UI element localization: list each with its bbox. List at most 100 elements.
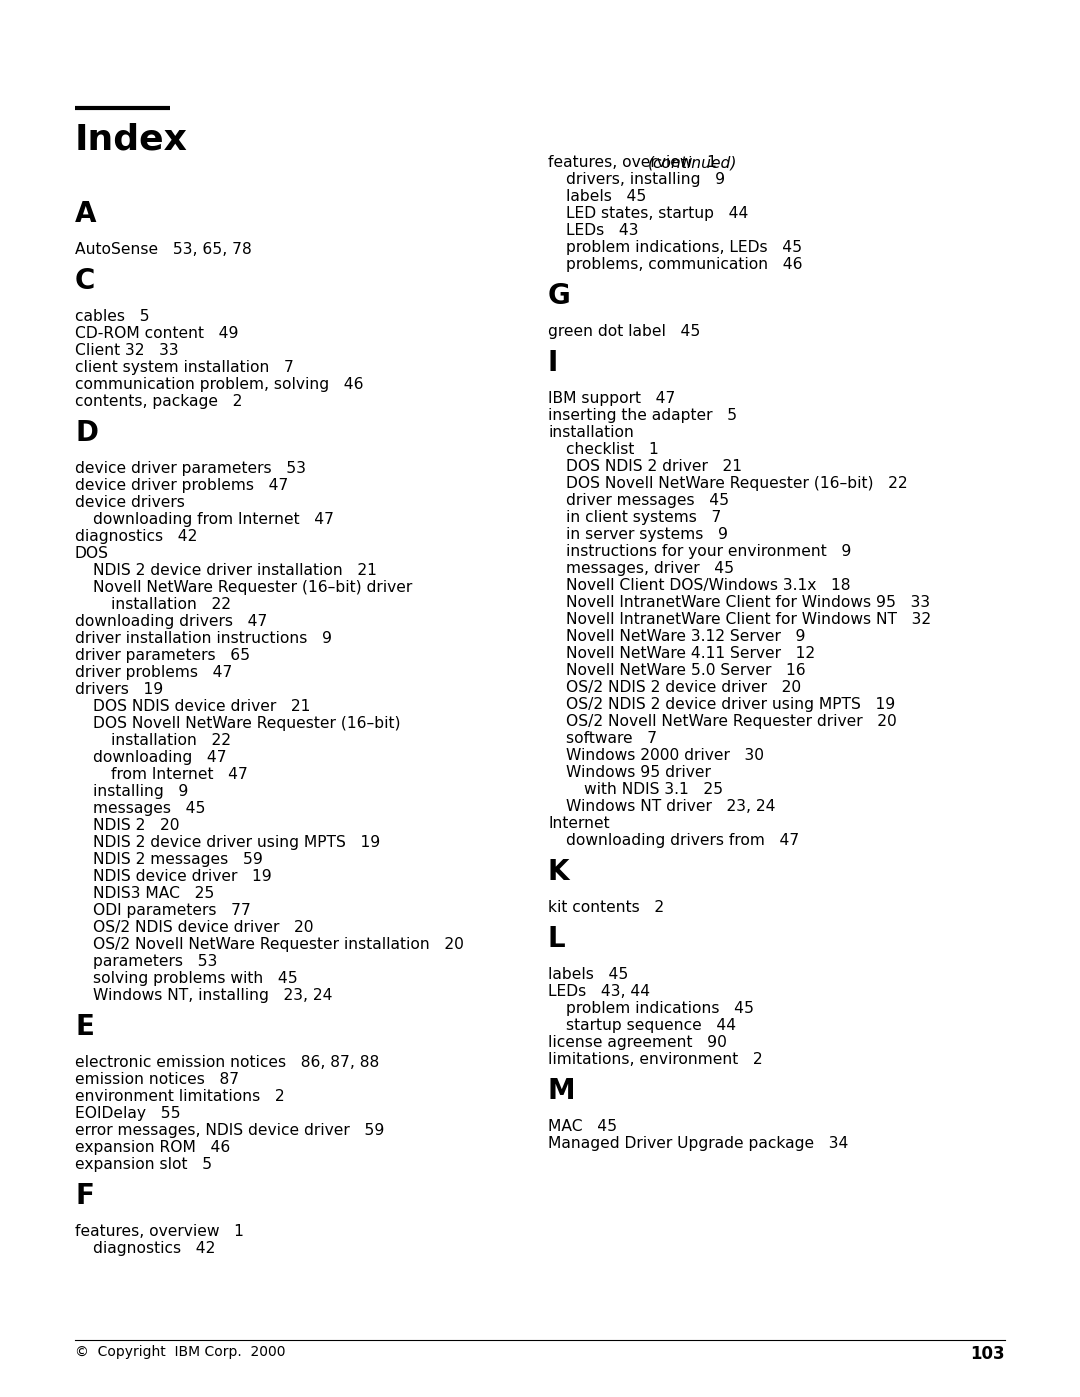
Text: NDIS device driver   19: NDIS device driver 19 <box>93 869 272 884</box>
Text: DOS: DOS <box>75 546 109 562</box>
Text: DOS Novell NetWare Requester (16–bit)   22: DOS Novell NetWare Requester (16–bit) 22 <box>566 476 907 490</box>
Text: 103: 103 <box>970 1345 1005 1363</box>
Text: limitations, environment   2: limitations, environment 2 <box>548 1052 762 1067</box>
Text: L: L <box>548 925 566 953</box>
Text: Novell Client DOS/Windows 3.1x   18: Novell Client DOS/Windows 3.1x 18 <box>566 578 851 592</box>
Text: diagnostics   42: diagnostics 42 <box>93 1241 215 1256</box>
Text: OS/2 NDIS 2 device driver   20: OS/2 NDIS 2 device driver 20 <box>566 680 801 694</box>
Text: EOIDelay   55: EOIDelay 55 <box>75 1106 180 1120</box>
Text: ODI parameters   77: ODI parameters 77 <box>93 902 251 918</box>
Text: NDIS3 MAC   25: NDIS3 MAC 25 <box>93 886 214 901</box>
Text: OS/2 Novell NetWare Requester driver   20: OS/2 Novell NetWare Requester driver 20 <box>566 714 896 729</box>
Text: driver problems   47: driver problems 47 <box>75 665 232 680</box>
Text: checklist   1: checklist 1 <box>566 441 659 457</box>
Text: in server systems   9: in server systems 9 <box>566 527 728 542</box>
Text: Client 32   33: Client 32 33 <box>75 344 178 358</box>
Text: diagnostics   42: diagnostics 42 <box>75 529 198 543</box>
Text: solving problems with   45: solving problems with 45 <box>93 971 298 986</box>
Text: DOS NDIS 2 driver   21: DOS NDIS 2 driver 21 <box>566 460 742 474</box>
Text: driver messages   45: driver messages 45 <box>566 493 729 509</box>
Text: green dot label   45: green dot label 45 <box>548 324 700 339</box>
Text: with NDIS 3.1   25: with NDIS 3.1 25 <box>584 782 724 798</box>
Text: LED states, startup   44: LED states, startup 44 <box>566 205 748 221</box>
Text: Windows NT, installing   23, 24: Windows NT, installing 23, 24 <box>93 988 333 1003</box>
Text: driver parameters   65: driver parameters 65 <box>75 648 251 664</box>
Text: features, overview   1: features, overview 1 <box>548 155 731 170</box>
Text: software   7: software 7 <box>566 731 657 746</box>
Text: problem indications, LEDs   45: problem indications, LEDs 45 <box>566 240 802 256</box>
Text: downloading drivers from   47: downloading drivers from 47 <box>566 833 799 848</box>
Text: electronic emission notices   86, 87, 88: electronic emission notices 86, 87, 88 <box>75 1055 379 1070</box>
Text: instructions for your environment   9: instructions for your environment 9 <box>566 543 851 559</box>
Text: downloading from Internet   47: downloading from Internet 47 <box>93 511 334 527</box>
Text: drivers, installing   9: drivers, installing 9 <box>566 172 725 187</box>
Text: ©  Copyright  IBM Corp.  2000: © Copyright IBM Corp. 2000 <box>75 1345 285 1359</box>
Text: startup sequence   44: startup sequence 44 <box>566 1018 737 1032</box>
Text: device driver parameters   53: device driver parameters 53 <box>75 461 306 476</box>
Text: NDIS 2   20: NDIS 2 20 <box>93 819 179 833</box>
Text: client system installation   7: client system installation 7 <box>75 360 294 374</box>
Text: Novell NetWare 4.11 Server   12: Novell NetWare 4.11 Server 12 <box>566 645 815 661</box>
Text: DOS NDIS device driver   21: DOS NDIS device driver 21 <box>93 698 310 714</box>
Text: device driver problems   47: device driver problems 47 <box>75 478 288 493</box>
Text: from Internet   47: from Internet 47 <box>111 767 248 782</box>
Text: NDIS 2 device driver using MPTS   19: NDIS 2 device driver using MPTS 19 <box>93 835 380 849</box>
Text: driver installation instructions   9: driver installation instructions 9 <box>75 631 332 645</box>
Text: contents, package   2: contents, package 2 <box>75 394 242 409</box>
Text: K: K <box>548 858 569 886</box>
Text: Novell NetWare 3.12 Server   9: Novell NetWare 3.12 Server 9 <box>566 629 806 644</box>
Text: Index: Index <box>75 122 188 156</box>
Text: CD-ROM content   49: CD-ROM content 49 <box>75 326 239 341</box>
Text: AutoSense   53, 65, 78: AutoSense 53, 65, 78 <box>75 242 252 257</box>
Text: license agreement   90: license agreement 90 <box>548 1035 727 1051</box>
Text: Novell NetWare 5.0 Server   16: Novell NetWare 5.0 Server 16 <box>566 664 806 678</box>
Text: messages, driver   45: messages, driver 45 <box>566 562 734 576</box>
Text: Novell IntranetWare Client for Windows NT   32: Novell IntranetWare Client for Windows N… <box>566 612 931 627</box>
Text: NDIS 2 device driver installation   21: NDIS 2 device driver installation 21 <box>93 563 377 578</box>
Text: DOS Novell NetWare Requester (16–bit): DOS Novell NetWare Requester (16–bit) <box>93 717 401 731</box>
Text: installation   22: installation 22 <box>111 733 231 747</box>
Text: in client systems   7: in client systems 7 <box>566 510 721 525</box>
Text: Windows 95 driver: Windows 95 driver <box>566 766 711 780</box>
Text: kit contents   2: kit contents 2 <box>548 900 664 915</box>
Text: M: M <box>548 1077 576 1105</box>
Text: Windows 2000 driver   30: Windows 2000 driver 30 <box>566 747 764 763</box>
Text: error messages, NDIS device driver   59: error messages, NDIS device driver 59 <box>75 1123 384 1139</box>
Text: parameters   53: parameters 53 <box>93 954 217 970</box>
Text: A: A <box>75 200 96 228</box>
Text: (continued): (continued) <box>648 155 738 170</box>
Text: problems, communication   46: problems, communication 46 <box>566 257 802 272</box>
Text: downloading drivers   47: downloading drivers 47 <box>75 615 268 629</box>
Text: messages   45: messages 45 <box>93 800 205 816</box>
Text: expansion ROM   46: expansion ROM 46 <box>75 1140 230 1155</box>
Text: expansion slot   5: expansion slot 5 <box>75 1157 212 1172</box>
Text: drivers   19: drivers 19 <box>75 682 163 697</box>
Text: C: C <box>75 267 95 295</box>
Text: downloading   47: downloading 47 <box>93 750 227 766</box>
Text: Novell IntranetWare Client for Windows 95   33: Novell IntranetWare Client for Windows 9… <box>566 595 930 610</box>
Text: LEDs   43, 44: LEDs 43, 44 <box>548 983 650 999</box>
Text: device drivers: device drivers <box>75 495 185 510</box>
Text: NDIS 2 messages   59: NDIS 2 messages 59 <box>93 852 262 868</box>
Text: emission notices   87: emission notices 87 <box>75 1071 239 1087</box>
Text: features, overview   1: features, overview 1 <box>75 1224 244 1239</box>
Text: F: F <box>75 1182 94 1210</box>
Text: Novell NetWare Requester (16–bit) driver: Novell NetWare Requester (16–bit) driver <box>93 580 413 595</box>
Text: cables   5: cables 5 <box>75 309 150 324</box>
Text: I: I <box>548 349 558 377</box>
Text: labels   45: labels 45 <box>548 967 629 982</box>
Text: labels   45: labels 45 <box>566 189 646 204</box>
Text: E: E <box>75 1013 94 1041</box>
Text: problem indications   45: problem indications 45 <box>566 1002 754 1016</box>
Text: OS/2 Novell NetWare Requester installation   20: OS/2 Novell NetWare Requester installati… <box>93 937 464 951</box>
Text: LEDs   43: LEDs 43 <box>566 224 638 237</box>
Text: Managed Driver Upgrade package   34: Managed Driver Upgrade package 34 <box>548 1136 849 1151</box>
Text: communication problem, solving   46: communication problem, solving 46 <box>75 377 364 393</box>
Text: OS/2 NDIS 2 device driver using MPTS   19: OS/2 NDIS 2 device driver using MPTS 19 <box>566 697 895 712</box>
Text: installation: installation <box>548 425 634 440</box>
Text: Windows NT driver   23, 24: Windows NT driver 23, 24 <box>566 799 775 814</box>
Text: IBM support   47: IBM support 47 <box>548 391 675 407</box>
Text: inserting the adapter   5: inserting the adapter 5 <box>548 408 738 423</box>
Text: installation   22: installation 22 <box>111 597 231 612</box>
Text: MAC   45: MAC 45 <box>548 1119 617 1134</box>
